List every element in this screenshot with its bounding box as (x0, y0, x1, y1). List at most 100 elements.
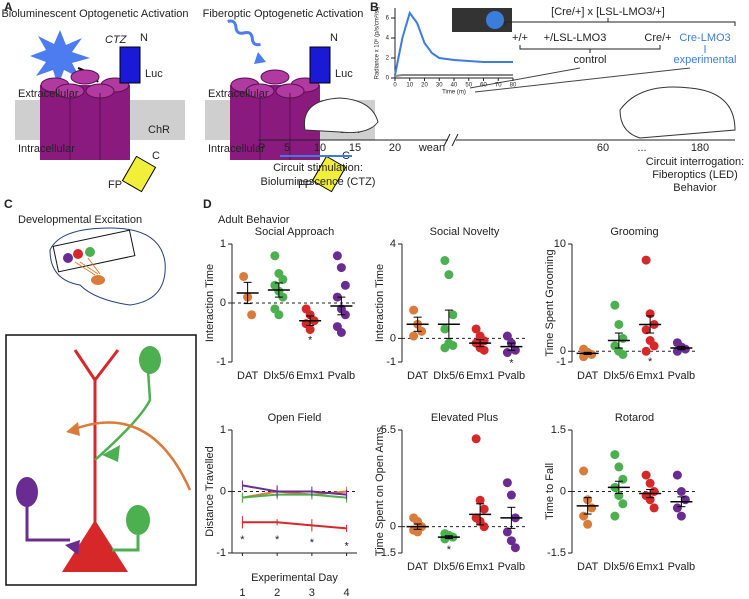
line (242, 521, 347, 530)
significance: * (308, 334, 313, 346)
point (336, 328, 346, 337)
point (618, 333, 628, 343)
x-tick-label: Pvalb (668, 370, 696, 382)
arrow-head (66, 422, 80, 436)
light (227, 19, 261, 47)
y-tick-label: -1 (216, 356, 226, 368)
region (91, 275, 105, 285)
cross: [Cre/+] x [LSL-LMO3/+] (551, 6, 665, 18)
x-tick-label: Pvalb (668, 561, 696, 573)
y-axis-label: Interaction Time (374, 264, 386, 342)
significance: * (240, 534, 245, 546)
point (587, 503, 597, 513)
point (676, 487, 686, 496)
line (242, 493, 347, 499)
intracellular: Intracellular (208, 143, 265, 155)
chr: ChR (148, 124, 170, 136)
n-term: N (140, 32, 148, 44)
significance: * (509, 357, 514, 369)
point (479, 522, 489, 532)
point (641, 346, 651, 356)
point (614, 462, 624, 472)
x-tick-label: DAT (577, 370, 598, 382)
x-tick-label: Emx1 (466, 561, 494, 573)
y-axis-label: Radiance x 10⁶ (p/s/cm²/sr) (374, 7, 381, 80)
point (409, 305, 419, 315)
chart-title: Rotarod (615, 412, 654, 424)
frame (5, 334, 197, 586)
y-tick-label: 4 (386, 36, 390, 42)
point (336, 263, 346, 273)
point (278, 274, 288, 284)
roi (52, 229, 136, 273)
y-tick-label: 5.5 (381, 424, 396, 436)
y-tick-label: 0 (390, 332, 396, 344)
chart-title: Social Approach (255, 226, 335, 238)
n-term: N (330, 32, 338, 44)
interrogation: Fiberoptics (LED) (652, 169, 738, 181)
chart-title: Open Field (268, 412, 322, 424)
x-tick-label: Pvalb (498, 561, 526, 573)
region (63, 253, 73, 263)
point (471, 324, 481, 334)
panel-title: Bioluminescent Optogenetic Activation (1, 8, 188, 20)
stimulation: Circuit stimulation: (273, 162, 363, 174)
timeline-label: 60 (597, 142, 609, 154)
point (672, 470, 682, 480)
timeline-label: 5 (284, 142, 290, 154)
point (506, 536, 516, 546)
y-tick-label: 1 (220, 424, 226, 436)
timeline-label: 10 (314, 142, 326, 154)
x-tick-label: Pvalb (328, 370, 356, 382)
x-tick-label: 40 (451, 83, 458, 89)
x-tick-label: Dlx5/6 (433, 370, 464, 382)
neuron (126, 505, 150, 535)
timeline-label: 15 (349, 142, 361, 154)
y-axis-label: Time Spent on Open Arms (374, 426, 386, 556)
axon (25, 505, 70, 542)
point (448, 340, 458, 350)
y-tick-label: 0 (220, 297, 226, 309)
brain (49, 227, 166, 306)
intracellular: Intracellular (18, 143, 75, 155)
point (649, 503, 659, 513)
x-tick-label: 2 (274, 587, 280, 599)
x-tick-label: Dlx5/6 (603, 561, 634, 573)
panel-title: Developmental Excitation (18, 214, 142, 226)
point (649, 487, 659, 496)
x-tick-label: 30 (436, 83, 443, 89)
point (409, 331, 419, 341)
y-axis-label: Time to Fall (544, 463, 556, 520)
control: control (573, 54, 606, 66)
point (583, 519, 593, 529)
point (649, 341, 659, 351)
point (502, 527, 512, 537)
x-tick-label: DAT (407, 370, 428, 382)
point (440, 343, 450, 353)
point (506, 490, 516, 500)
y-tick-label: 10 (554, 238, 566, 250)
y-tick-label: 0 (390, 521, 396, 533)
luc: Luc (335, 68, 353, 80)
y-tick-label: 0 (220, 485, 226, 497)
x-tick-label: DAT (577, 561, 598, 573)
substrate: CTZ (105, 34, 128, 46)
point (618, 349, 628, 359)
soma (62, 520, 128, 572)
projection (74, 257, 101, 276)
y-tick-label: -1.5 (377, 547, 396, 559)
significance: * (447, 544, 452, 556)
x-tick-label: 10 (406, 83, 413, 89)
point (502, 348, 512, 358)
point (676, 511, 686, 521)
point (672, 346, 682, 356)
bracket (504, 18, 736, 26)
point (641, 325, 651, 335)
synapse (65, 540, 80, 555)
x-tick-label: 0 (393, 83, 397, 89)
y-tick-label: 4 (390, 238, 396, 250)
point (475, 495, 485, 505)
point (332, 251, 342, 261)
synapse (102, 445, 120, 462)
